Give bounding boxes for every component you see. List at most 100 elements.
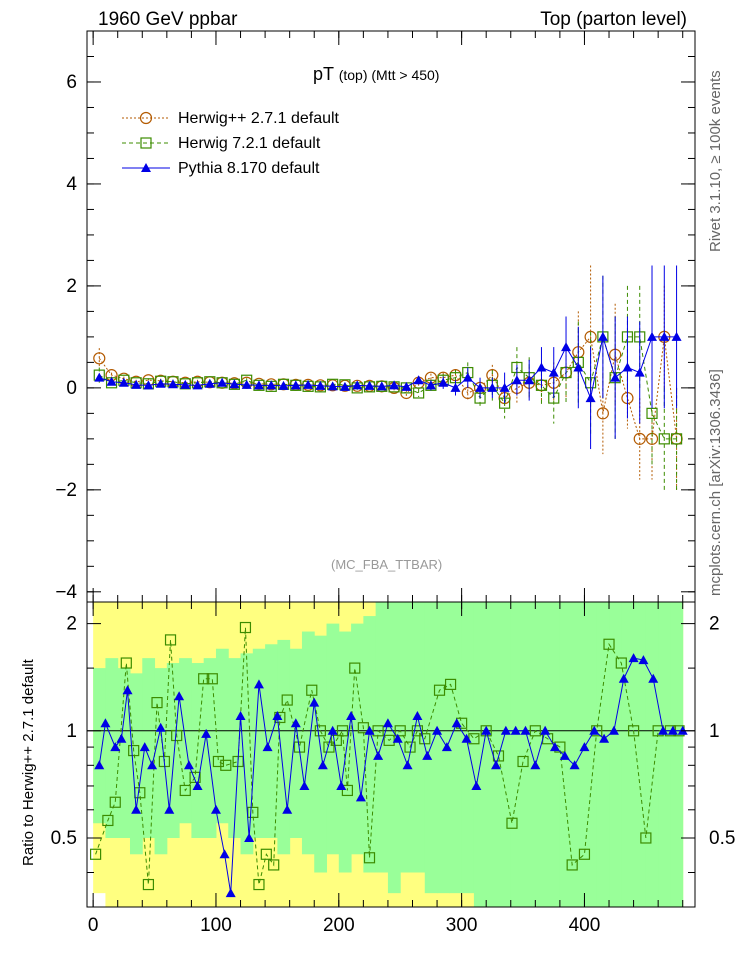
ratio-data-point: [618, 673, 629, 683]
main-data-point: [659, 331, 670, 341]
ratio-data-point: [411, 725, 424, 737]
ratio-data-point: [549, 742, 560, 752]
main-data-point: [364, 380, 375, 390]
main-data-point: [143, 380, 154, 390]
ratio-data-point: [116, 733, 127, 743]
ratio-data-point: [220, 759, 232, 771]
ratio-y-tick-label-right: 0.5: [709, 828, 735, 849]
ratio-band-inner: [400, 602, 413, 873]
main-data-point: [633, 432, 646, 445]
main-data-point: [389, 380, 400, 390]
ratio-band-inner: [387, 602, 401, 894]
ratio-data-point: [559, 750, 570, 760]
ratio-data-point: [281, 694, 293, 706]
ratio-data-point: [419, 733, 431, 745]
ratio-data-point: [109, 796, 121, 808]
ratio-data-point: [422, 750, 433, 760]
ratio-data-point: [402, 760, 413, 770]
ratio-band-inner: [473, 602, 487, 907]
main-data-point: [573, 362, 584, 372]
ratio-y-tick-label-left: 1: [66, 721, 77, 742]
ratio-band-inner: [228, 658, 242, 838]
main-data-point: [303, 379, 314, 389]
ratio-band-inner: [535, 602, 549, 907]
main-data-point: [192, 380, 203, 390]
ratio-data-point: [110, 742, 121, 752]
header-left-label: 1960 GeV ppbar: [98, 9, 238, 30]
main-y-tick-label: −4: [55, 582, 77, 603]
ratio-data-point: [640, 832, 652, 844]
main-data-point: [131, 379, 142, 389]
ratio-data-point: [608, 725, 619, 735]
ratio-data-point: [314, 725, 326, 737]
ratio-series: [94, 653, 688, 898]
main-data-point: [622, 362, 633, 372]
ratio-data-point: [500, 725, 511, 735]
main-data-point: [217, 377, 228, 387]
ratio-data-point: [372, 725, 384, 737]
header-right-label: Top (parton level): [540, 9, 687, 30]
ratio-band-inner: [154, 668, 168, 855]
ratio-y-tick-label-right: 2: [709, 614, 720, 635]
ratio-data-point: [102, 814, 114, 827]
legend-entry: Pythia 8.170 default: [122, 156, 339, 181]
ratio-band-inner: [277, 639, 291, 855]
ratio-data-point: [638, 655, 649, 665]
rivet-version-label: Rivet 3.1.10, ≥ 100k events: [707, 70, 724, 252]
ratio-band-inner: [547, 602, 561, 907]
ratio-data-point: [306, 684, 318, 696]
ratio-y-axis-label: Ratio to Herwig++ 2.7.1 default: [20, 659, 37, 866]
legend-swatch-herwigpp: [122, 111, 170, 125]
ratio-band-inner: [633, 602, 647, 907]
ratio-data-point: [206, 673, 218, 685]
main-data-point: [315, 380, 326, 390]
ratio-y-tick-label-left: 0.5: [51, 828, 77, 849]
ratio-data-point: [373, 750, 384, 760]
main-data-point: [511, 375, 522, 385]
main-data-point: [536, 362, 547, 372]
ratio-data-point: [100, 718, 111, 728]
ratio-band-inner: [498, 602, 512, 907]
main-data-point: [253, 380, 264, 390]
main-data-point: [548, 367, 559, 377]
main-y-tick-label: 0: [66, 378, 77, 399]
ratio-band-inner: [645, 602, 659, 907]
ratio-band-inner: [105, 658, 119, 838]
ratio-data-point: [142, 878, 155, 891]
ratio-data-point: [171, 729, 183, 742]
ratio-data-point: [357, 722, 369, 734]
ratio-data-point: [120, 657, 132, 669]
main-data-point: [658, 433, 670, 445]
main-data-point: [118, 377, 129, 387]
ratio-band-inner: [437, 602, 450, 894]
ratio-y-tick-label-left: 2: [66, 614, 77, 635]
main-data-point: [634, 367, 645, 377]
main-data-point: [266, 380, 277, 390]
main-y-tick-label: −2: [55, 480, 77, 501]
main-data-point: [561, 342, 572, 352]
legend-entry: Herwig++ 2.7.1 default: [122, 106, 339, 131]
ratio-band-inner: [596, 602, 610, 907]
ratio-data-point: [192, 780, 203, 790]
mcplots-credit-label: mcplots.cern.ch [arXiv:1306.3436]: [707, 369, 724, 596]
ratio-data-point: [540, 725, 551, 735]
ratio-data-point: [667, 725, 678, 735]
ratio-data-point: [327, 725, 338, 735]
main-data-point: [610, 372, 621, 382]
main-data-point: [327, 381, 338, 391]
ratio-data-point: [341, 784, 353, 797]
main-series-line: [99, 335, 677, 440]
ratio-band-inner: [314, 635, 328, 873]
ratio-data-point: [151, 697, 163, 709]
ratio-data-point: [441, 742, 452, 752]
main-chart-title: pT (top) (Mtt > 450): [313, 64, 439, 85]
ratio-data-point: [510, 725, 521, 735]
main-data-point: [475, 382, 486, 392]
ratio-data-point: [392, 733, 403, 743]
ratio-data-point: [94, 760, 105, 770]
main-data-point: [524, 375, 535, 385]
ratio-data-point: [253, 679, 264, 689]
ratio-band-inner: [265, 644, 278, 838]
ratio-data-point: [268, 859, 280, 871]
ratio-data-point: [412, 711, 423, 721]
